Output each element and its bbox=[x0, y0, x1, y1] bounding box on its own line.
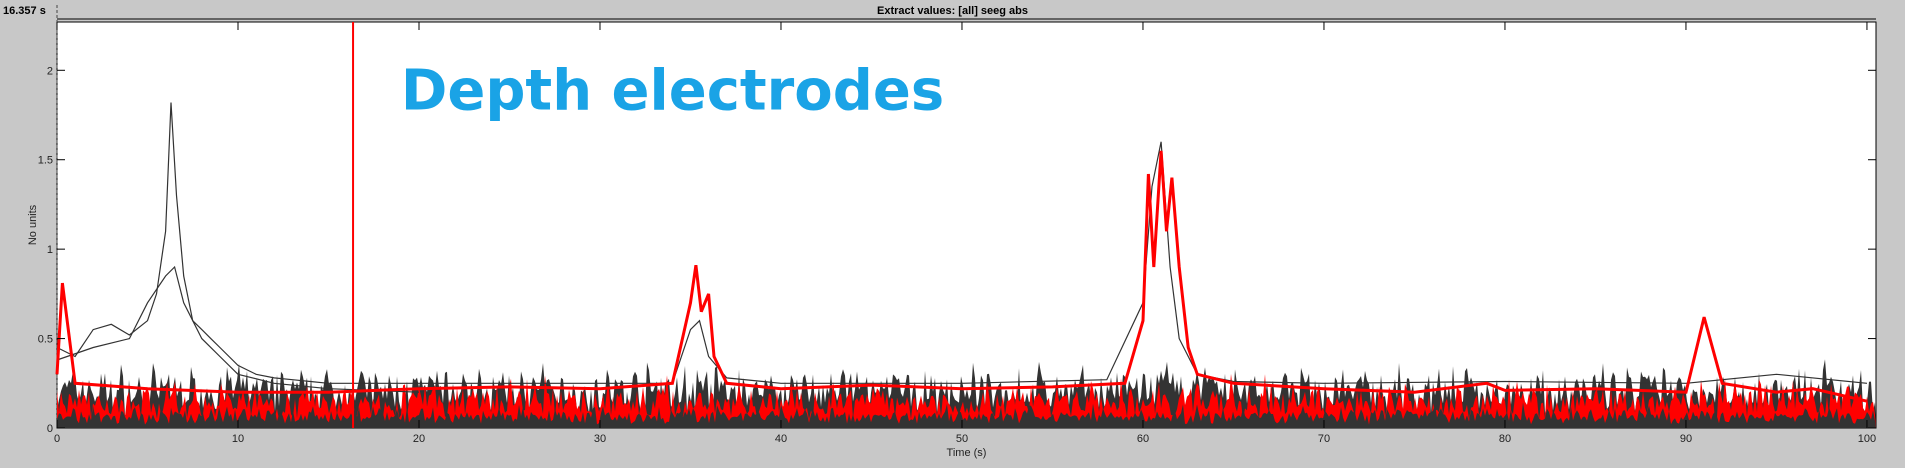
x-tick-label: 80 bbox=[1499, 433, 1511, 445]
cursor-time-readout: 16.357 s bbox=[3, 5, 46, 17]
trace-fills bbox=[57, 359, 1876, 428]
x-tick-label: 90 bbox=[1680, 433, 1692, 445]
x-tick-label: 70 bbox=[1318, 433, 1330, 445]
x-tick-label: 30 bbox=[594, 433, 606, 445]
plot-title: Extract values: [all] seeg abs bbox=[876, 5, 1028, 17]
x-tick-label: 0 bbox=[54, 433, 60, 445]
series-line-3 bbox=[55, 150, 1868, 403]
x-axis-label: Time (s) bbox=[947, 447, 987, 459]
x-tick-label: 50 bbox=[956, 433, 968, 445]
x-tick-label: 20 bbox=[413, 433, 425, 445]
y-tick-label: 0 bbox=[47, 423, 53, 435]
y-tick-label: 2 bbox=[47, 65, 53, 77]
y-tick-label: 0.5 bbox=[38, 334, 53, 346]
annotation-depth-electrodes: Depth electrodes bbox=[401, 59, 944, 124]
series-layer bbox=[55, 102, 1868, 403]
dark-trace-band-low bbox=[57, 402, 1876, 428]
x-tick-label: 40 bbox=[775, 433, 787, 445]
x-tick-label: 10 bbox=[232, 433, 244, 445]
series-line-1 bbox=[56, 102, 1868, 384]
plot-background[interactable] bbox=[56, 21, 1877, 429]
y-tick-label: 1.5 bbox=[38, 155, 53, 167]
red-trace-band bbox=[57, 373, 1876, 428]
series-line-2 bbox=[56, 265, 420, 393]
y-axis-label: No units bbox=[27, 204, 39, 245]
axis-ticks: 0 10 20 30 40 50 60 70 80 90 100 0 0.5 1 1.5 2 bbox=[38, 22, 1876, 445]
x-tick-label: 60 bbox=[1137, 433, 1149, 445]
x-tick-label: 100 bbox=[1858, 433, 1876, 445]
y-tick-label: 1 bbox=[47, 244, 53, 256]
